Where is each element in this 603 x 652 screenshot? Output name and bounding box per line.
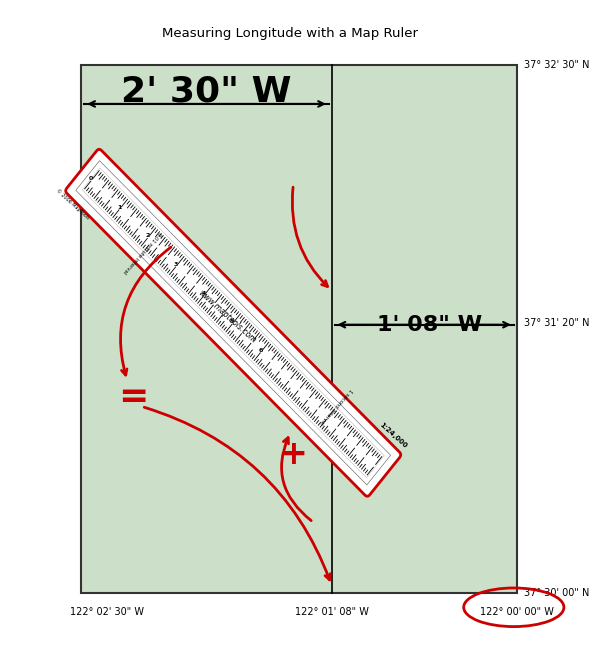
Text: 0: 0 [89,176,93,181]
Text: 4: 4 [201,291,206,295]
Text: 122° 00' 00" W: 122° 00' 00" W [480,607,554,617]
Text: 37° 31' 20" N: 37° 31' 20" N [523,318,589,328]
Text: 2' 30" W: 2' 30" W [121,74,292,108]
Text: 5: 5 [230,319,234,324]
Text: +: + [279,438,308,471]
Text: 122° 02' 30" W: 122° 02' 30" W [70,607,144,617]
Bar [76,160,391,485]
Text: 1' 08" W: 1' 08" W [377,315,482,334]
Text: Measuring Longitude with a Map Ruler: Measuring Longitude with a Map Ruler [162,27,418,40]
Text: =: = [118,380,148,414]
Text: 1:24,000: 1:24,000 [379,422,408,449]
Text: 6: 6 [258,348,262,353]
Text: 2: 2 [145,233,150,239]
Text: 3: 3 [174,262,178,267]
Text: 37° 32' 30" N: 37° 32' 30" N [523,61,589,70]
Text: 1 second interval: 1 second interval [319,388,353,425]
Text: © 2006 MapTools: © 2006 MapTools [55,187,90,220]
Bar [81,65,517,593]
Text: 37° 30' 00" N: 37° 30' 00" N [523,588,589,598]
Text: 122° 01' 08" W: 122° 01' 08" W [295,607,368,617]
Bar [82,168,384,478]
Text: 0.01 minute interval: 0.01 minute interval [122,230,162,274]
Text: 1: 1 [117,205,121,210]
FancyBboxPatch shape [66,149,401,496]
Text: www.maptools.com: www.maptools.com [197,288,258,345]
